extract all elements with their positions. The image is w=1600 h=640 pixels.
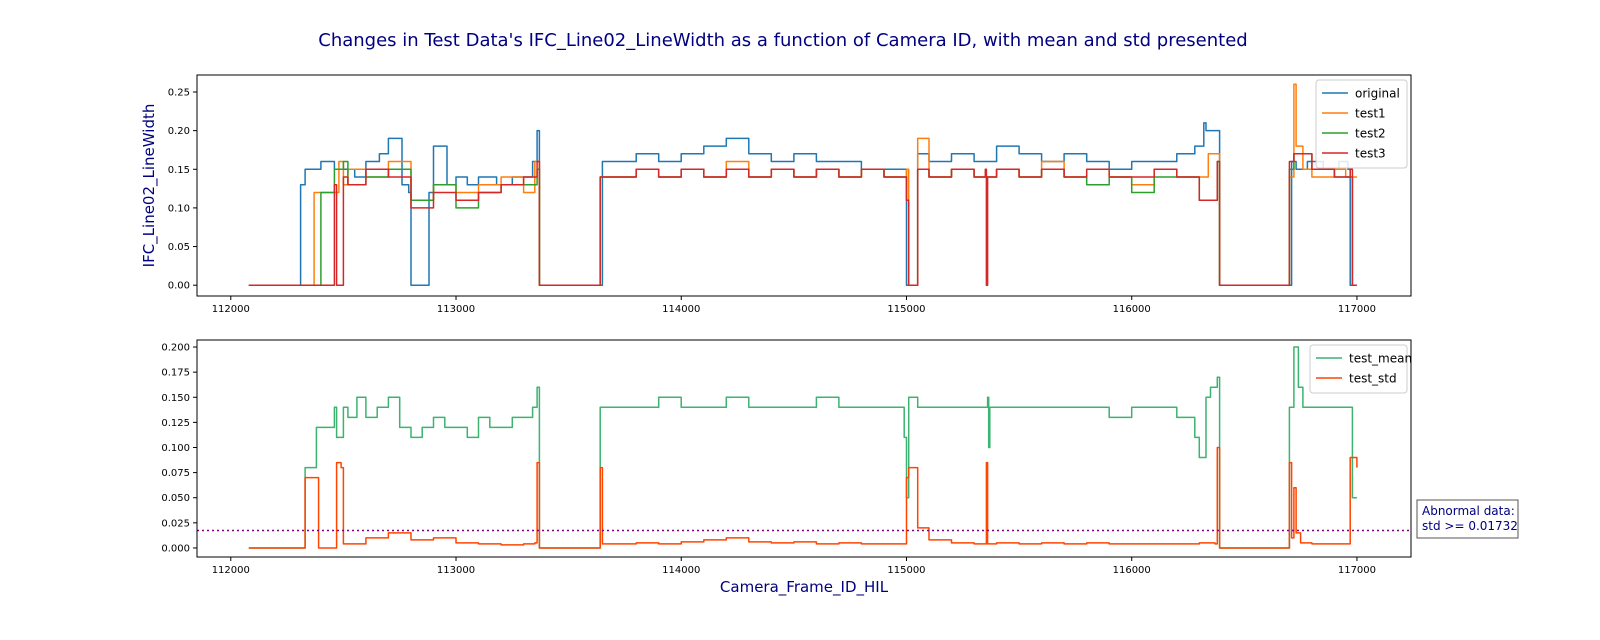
top-series-test2 xyxy=(248,153,1357,286)
top-legend-label-test3: test3 xyxy=(1355,147,1386,161)
bottom-ytick-label: 0.000 xyxy=(161,543,190,554)
bottom-xtick-label: 112000 xyxy=(212,565,250,576)
bottom-legend-label-test_std: test_std xyxy=(1349,372,1397,386)
top-legend-box xyxy=(1315,79,1408,169)
bottom-ytick-label: 0.050 xyxy=(161,493,190,504)
abnormal-note-line-1: Abnormal data: xyxy=(1422,504,1515,518)
bottom-xtick-label: 113000 xyxy=(437,565,475,576)
top-ytick-label: 0.05 xyxy=(168,242,190,253)
bottom-axes-frame xyxy=(196,339,1412,558)
bottom-xtick-label: 114000 xyxy=(662,565,700,576)
bottom-series-test_std xyxy=(248,446,1358,549)
top-axes-frame xyxy=(196,74,1412,297)
top-xtick-label: 115000 xyxy=(887,304,925,315)
top-legend-label-original: original xyxy=(1355,87,1400,101)
top-legend-label-test2: test2 xyxy=(1355,127,1386,141)
top-ytick-label: 0.10 xyxy=(168,203,190,214)
bottom-axes: 112000 113000 114000 115000 116000 117000 0.00… xyxy=(161,339,1412,597)
bottom-legend-box xyxy=(1309,344,1408,394)
bottom-xtick-label: 117000 xyxy=(1338,565,1376,576)
bottom-legend: test_mean test_std xyxy=(1309,344,1412,394)
chart-title: Changes in Test Data's IFC_Line02_LineWi… xyxy=(318,30,1247,51)
bottom-legend-label-test_mean: test_mean xyxy=(1349,352,1412,366)
top-ytick-label: 0.00 xyxy=(168,281,190,292)
abnormal-note-box xyxy=(1416,499,1519,539)
bottom-ytick-label: 0.100 xyxy=(161,443,190,454)
top-ytick-label: 0.20 xyxy=(168,126,190,137)
abnormal-note-line-2: std >= 0.01732 xyxy=(1422,519,1518,533)
top-xtick-label: 116000 xyxy=(1113,304,1151,315)
top-xtick-label: 112000 xyxy=(212,304,250,315)
bottom-ytick-label: 0.175 xyxy=(161,368,190,379)
top-series-original xyxy=(248,122,1357,286)
bottom-ytick-label: 0.200 xyxy=(161,343,190,354)
bottom-ytick-label: 0.025 xyxy=(161,518,190,529)
bottom-ytick-label: 0.075 xyxy=(161,468,190,479)
top-series-group xyxy=(248,83,1357,286)
bottom-xtick-label: 115000 xyxy=(887,565,925,576)
top-ticks: 112000 113000 114000 115000 116000 117000 0.00… xyxy=(168,88,1376,316)
bottom-xlabel: Camera_Frame_ID_HIL xyxy=(720,578,889,597)
bottom-ticks: 112000 113000 114000 115000 116000 117000 0.00… xyxy=(161,343,1376,576)
top-ytick-label: 0.25 xyxy=(168,88,190,99)
top-ylabel: IFC_Line02_LineWidth xyxy=(140,104,159,268)
top-legend-label-test1: test1 xyxy=(1355,107,1386,121)
top-ytick-label: 0.15 xyxy=(168,165,190,176)
top-legend: original test1 test2 test3 xyxy=(1315,79,1408,169)
bottom-series-group xyxy=(248,346,1358,549)
top-xtick-label: 114000 xyxy=(662,304,700,315)
top-xtick-label: 113000 xyxy=(437,304,475,315)
top-series-test3 xyxy=(248,153,1357,286)
top-series-test1 xyxy=(248,83,1357,286)
bottom-ytick-label: 0.125 xyxy=(161,418,190,429)
bottom-ytick-label: 0.150 xyxy=(161,393,190,404)
top-axes: 112000 113000 114000 115000 116000 117000 0.00… xyxy=(140,74,1412,316)
abnormal-data-note: Abnormal data: std >= 0.01732 xyxy=(1416,499,1519,539)
bottom-xtick-label: 116000 xyxy=(1113,565,1151,576)
bottom-series-test_mean xyxy=(248,346,1357,549)
top-xtick-label: 117000 xyxy=(1338,304,1376,315)
